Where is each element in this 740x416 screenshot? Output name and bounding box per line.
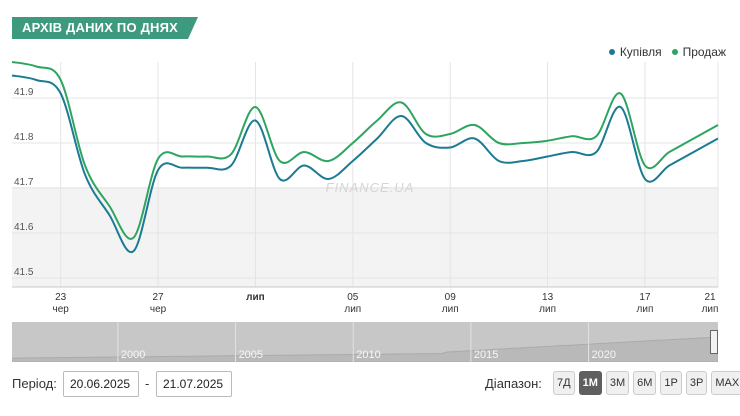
- y-tick-label: 41.9: [14, 87, 34, 98]
- legend-sell-dot: [671, 49, 678, 55]
- x-tick-label: 27: [153, 292, 165, 303]
- x-tick-label: 09: [445, 292, 457, 303]
- y-tick-label: 41.8: [14, 132, 34, 143]
- x-tick-month: лип: [442, 304, 459, 315]
- range-button[interactable]: 7Д: [553, 371, 575, 395]
- x-tick-label: 13: [542, 292, 554, 303]
- navigator-handle[interactable]: [710, 330, 718, 354]
- range-button[interactable]: 1Р: [660, 371, 682, 395]
- range-button[interactable]: 1М: [578, 371, 602, 395]
- legend-item-sell[interactable]: Продаж: [671, 45, 726, 59]
- series-lines: [11, 61, 719, 254]
- range-navigator[interactable]: 2000 2005 2010 2015 2020: [12, 322, 718, 362]
- x-tick-label: 17: [639, 292, 651, 303]
- x-tick-month: чер: [53, 304, 70, 315]
- navigator-year-label: 2005: [239, 349, 263, 361]
- range-button[interactable]: MAX: [711, 371, 740, 395]
- rate-chart: FINANCE.UA 41.541.641.741.841.9 23чер27ч…: [11, 61, 719, 315]
- date-separator: -: [145, 376, 150, 391]
- x-tick-month: лип: [637, 304, 654, 315]
- range-button[interactable]: 6М: [633, 371, 657, 395]
- series-line-sell: [11, 61, 719, 240]
- x-tick-month: лип: [539, 304, 556, 315]
- x-tick-label: лип: [246, 292, 265, 303]
- legend-buy-dot: [608, 49, 615, 55]
- range-buttons: 7Д 1М 3М 6М 1Р 3Р MAX: [553, 371, 740, 395]
- plot-band-lower: [12, 187, 718, 287]
- legend-item-buy[interactable]: Купівля: [608, 45, 662, 59]
- range-label: Діапазон:: [485, 376, 542, 391]
- x-tick-month: лип: [344, 304, 361, 315]
- legend: Купівля Продаж: [608, 45, 726, 59]
- x-tick-month: лип: [702, 304, 719, 315]
- navigator-year-label: 2020: [592, 349, 616, 361]
- y-tick-label: 41.5: [14, 267, 34, 278]
- x-tick-month: чер: [150, 304, 167, 315]
- plot-band-upper: [12, 62, 718, 187]
- period-label: Період:: [12, 376, 57, 391]
- legend-buy-label: Купівля: [619, 45, 662, 59]
- date-from-input[interactable]: [63, 371, 139, 397]
- series-line-buy: [11, 74, 719, 254]
- x-tick-label: 21: [704, 292, 716, 303]
- y-tick-label: 41.6: [14, 222, 34, 233]
- y-tick-label: 41.7: [14, 177, 34, 188]
- navigator-area: [12, 336, 718, 362]
- navigator-year-label: 2000: [121, 349, 145, 361]
- navigator-year-label: 2015: [474, 349, 498, 361]
- navigator-year-label: 2010: [356, 349, 380, 361]
- navigator-series: 2000 2005 2010 2015 2020: [12, 322, 718, 362]
- grid: [12, 62, 719, 288]
- x-tick-label: 05: [347, 292, 359, 303]
- legend-sell-label: Продаж: [682, 45, 726, 59]
- x-tick-label: 23: [55, 292, 67, 303]
- y-axis-labels: 41.5 41.6 41.7 41.8 41.9: [14, 87, 34, 278]
- range-button[interactable]: 3М: [605, 371, 630, 395]
- date-to-input[interactable]: [156, 371, 232, 397]
- watermark: FINANCE.UA: [326, 180, 415, 195]
- chart-title: АРХІВ ДАНИХ ПО ДНЯХ: [12, 17, 199, 39]
- range-button[interactable]: 3Р: [685, 371, 708, 395]
